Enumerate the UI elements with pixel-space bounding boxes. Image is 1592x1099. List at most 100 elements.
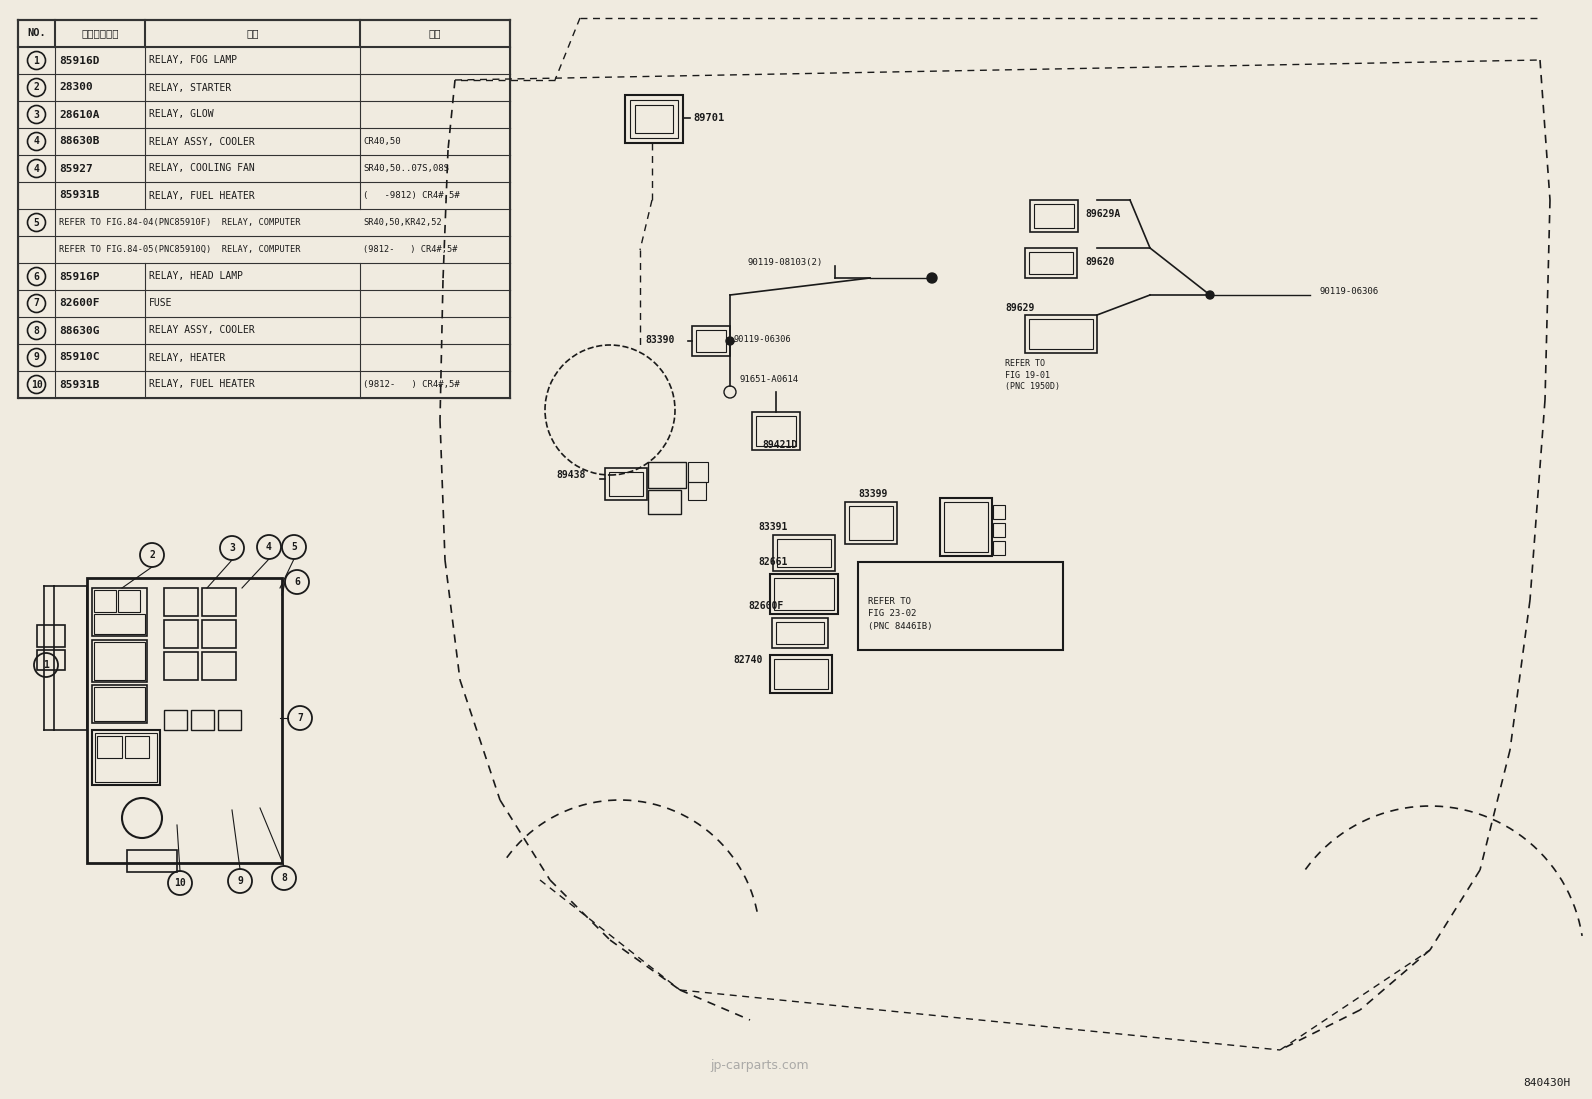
Bar [777,539,831,567]
Text: 840430H: 840430H [1524,1078,1570,1088]
Text: 9: 9 [33,353,40,363]
Bar [1030,200,1078,232]
Bar [648,462,686,488]
Bar [202,620,236,648]
Text: 2: 2 [150,550,154,560]
Text: 83399: 83399 [858,489,887,499]
Text: RELAY, GLOW: RELAY, GLOW [150,110,213,120]
Bar [635,106,673,133]
Bar [218,710,240,730]
Text: 5: 5 [291,542,298,552]
Bar [37,625,65,647]
Bar [772,618,828,648]
Bar [771,574,837,614]
Bar [127,850,177,872]
Text: 4: 4 [33,164,40,174]
Text: 89438: 89438 [556,470,586,480]
Text: 83391: 83391 [758,522,788,532]
Bar [845,502,896,544]
Bar [944,502,989,552]
Bar [202,588,236,617]
Text: (PNC 1950D): (PNC 1950D) [1005,382,1060,391]
Bar [1028,252,1073,274]
Text: 89629A: 89629A [1086,209,1121,219]
Bar [993,506,1005,519]
Text: 5: 5 [33,218,40,227]
Text: 85916D: 85916D [59,56,99,66]
Bar [775,622,825,644]
Bar [993,541,1005,555]
Bar [126,736,150,758]
Text: 品名: 品名 [247,29,259,38]
Text: SR40,50..07S,08S: SR40,50..07S,08S [363,164,449,173]
Bar [164,620,197,648]
Text: RELAY ASSY, COOLER: RELAY ASSY, COOLER [150,136,255,146]
Text: 8: 8 [282,873,287,882]
Text: 85910C: 85910C [59,353,99,363]
Circle shape [927,273,938,284]
Bar [626,95,683,143]
Text: 82600F: 82600F [59,299,99,309]
Text: REFER TO FIG.84-05(PNC85910Q)  RELAY, COMPUTER: REFER TO FIG.84-05(PNC85910Q) RELAY, COM… [59,245,301,254]
Text: (9812-   ) CR4#,5#: (9812- ) CR4#,5# [363,245,457,254]
Text: 28610A: 28610A [59,110,99,120]
Text: RELAY, HEAD LAMP: RELAY, HEAD LAMP [150,271,244,281]
Text: 90119-06306: 90119-06306 [734,335,791,344]
Text: 83390: 83390 [645,335,675,345]
Bar [92,640,146,682]
Text: 6: 6 [33,271,40,281]
Text: 88630G: 88630G [59,325,99,335]
Text: RELAY, HEATER: RELAY, HEATER [150,353,226,363]
Text: 82600F: 82600F [748,601,783,611]
Bar [756,417,796,446]
Text: 89701: 89701 [693,113,724,123]
Text: 88630B: 88630B [59,136,99,146]
Bar [94,642,145,680]
Text: 仕様: 仕様 [428,29,441,38]
Text: RELAY, STARTER: RELAY, STARTER [150,82,231,92]
Text: 7: 7 [33,299,40,309]
Bar [774,578,834,610]
Bar [164,710,186,730]
Text: 82661: 82661 [758,557,788,567]
Text: RELAY, FUEL HEATER: RELAY, FUEL HEATER [150,379,255,389]
Bar [37,650,65,670]
Bar [774,659,828,689]
Bar [92,730,161,785]
Bar [696,330,726,352]
Bar [648,490,681,514]
Text: 91651-A0614: 91651-A0614 [740,376,799,385]
Text: 89620: 89620 [1086,257,1114,267]
Text: NO.: NO. [27,29,46,38]
Bar [1025,315,1097,353]
Text: jp-carparts.com: jp-carparts.com [710,1058,809,1072]
Text: FIG 19-01: FIG 19-01 [1005,370,1051,379]
Text: 2: 2 [33,82,40,92]
Bar [94,687,145,721]
Text: FIG 23-02: FIG 23-02 [868,610,917,619]
Circle shape [1207,291,1215,299]
Bar [88,578,282,863]
Text: 90119-08103(2): 90119-08103(2) [748,257,823,266]
Text: 10: 10 [30,379,43,389]
Text: 85931B: 85931B [59,379,99,389]
Text: RELAY, FUEL HEATER: RELAY, FUEL HEATER [150,190,255,200]
Text: 1: 1 [33,56,40,66]
Text: 85931B: 85931B [59,190,99,200]
Text: 82740: 82740 [732,655,763,665]
Bar [688,482,705,500]
Text: 10: 10 [174,878,186,888]
Text: CR40,50: CR40,50 [363,137,401,146]
Text: FUSE: FUSE [150,299,172,309]
Text: REFER TO: REFER TO [868,598,911,607]
Bar [688,462,708,482]
Bar [191,710,213,730]
Text: 85916P: 85916P [59,271,99,281]
Text: RELAY, FOG LAMP: RELAY, FOG LAMP [150,56,237,66]
Text: 4: 4 [266,542,272,552]
Text: 28300: 28300 [59,82,92,92]
Bar [94,614,145,634]
Text: REFER TO FIG.84-04(PNC85910F)  RELAY, COMPUTER: REFER TO FIG.84-04(PNC85910F) RELAY, COM… [59,218,301,227]
Circle shape [726,337,734,345]
Text: (PNC 8446IB): (PNC 8446IB) [868,622,933,631]
